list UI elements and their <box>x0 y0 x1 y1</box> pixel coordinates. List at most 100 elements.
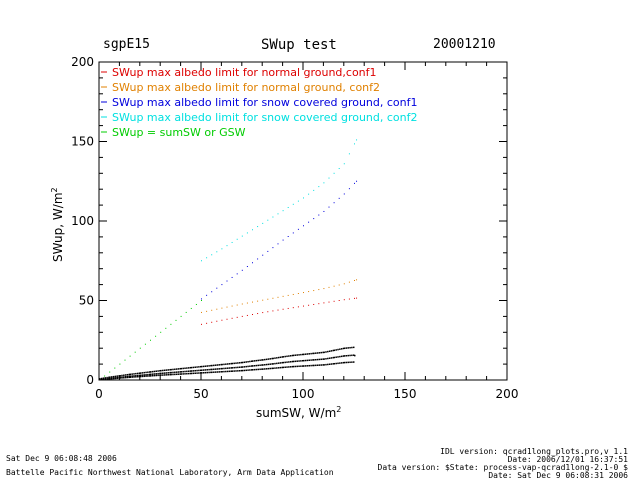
data-point <box>262 359 264 361</box>
data-point <box>338 168 340 170</box>
data-point <box>206 257 208 259</box>
data-point <box>230 367 233 369</box>
data-point <box>214 364 217 366</box>
data-point <box>255 359 258 362</box>
data-point <box>282 295 284 297</box>
data-point <box>288 361 290 363</box>
x-axis-label-text: sumSW, W/m <box>256 406 336 420</box>
data-point <box>259 359 261 361</box>
data-point <box>195 303 197 305</box>
x-axis-label-sup: 2 <box>336 405 341 414</box>
data-point <box>348 281 350 283</box>
data-point <box>271 363 273 365</box>
data-point <box>318 289 320 291</box>
data-point <box>159 372 161 375</box>
data-point <box>277 309 279 311</box>
data-point <box>267 250 269 252</box>
data-point <box>250 365 253 367</box>
data-point <box>167 374 170 376</box>
data-point <box>328 177 330 179</box>
data-point <box>298 360 300 362</box>
data-point <box>187 372 190 375</box>
chart-title: SWup test <box>261 37 337 53</box>
data-point <box>128 375 131 378</box>
data-point <box>190 372 193 375</box>
data-point <box>262 222 264 224</box>
data-point <box>124 374 127 376</box>
data-point <box>114 367 116 369</box>
data-point <box>272 247 274 249</box>
data-point <box>247 365 249 368</box>
data-point <box>208 371 210 374</box>
data-point <box>169 373 171 376</box>
data-point <box>106 376 108 379</box>
data-point <box>135 374 137 377</box>
data-point <box>281 356 284 358</box>
data-point <box>139 375 142 378</box>
data-point <box>301 359 304 362</box>
data-point <box>318 303 320 305</box>
data-point <box>216 368 219 370</box>
series-swup-max-albedo-limit-for-normal-ground-conf2 <box>201 279 358 313</box>
data-point <box>247 360 249 363</box>
data-point <box>162 369 164 372</box>
series-black <box>99 346 356 381</box>
data-point <box>211 309 213 311</box>
data-point <box>297 200 299 202</box>
data-point <box>356 297 358 299</box>
data-point <box>354 143 355 145</box>
data-point <box>170 371 172 374</box>
data-point <box>131 375 133 377</box>
data-point <box>108 376 110 379</box>
data-point <box>338 197 340 199</box>
data-point <box>237 366 239 369</box>
data-point <box>148 373 151 376</box>
data-point <box>306 365 309 367</box>
data-point <box>112 377 115 379</box>
data-point <box>114 377 117 379</box>
data-point <box>333 202 335 204</box>
data-point <box>157 372 159 375</box>
data-point <box>151 374 154 377</box>
data-point <box>201 298 202 300</box>
data-point <box>231 276 233 278</box>
y-tick-label: 50 <box>79 294 94 308</box>
data-point <box>297 293 299 295</box>
data-point <box>312 364 314 367</box>
data-point <box>347 347 349 349</box>
data-point <box>223 367 225 370</box>
data-point <box>286 366 288 368</box>
data-point <box>225 367 227 370</box>
data-point <box>153 373 156 375</box>
data-point <box>328 286 330 288</box>
data-point <box>213 371 215 373</box>
data-point <box>296 365 298 368</box>
data-point <box>199 369 202 372</box>
data-point <box>138 372 141 374</box>
data-point <box>135 376 137 378</box>
data-point <box>214 371 217 373</box>
data-point <box>204 369 207 371</box>
data-point <box>262 368 264 370</box>
data-point <box>139 372 142 374</box>
data-point <box>109 376 111 378</box>
data-point <box>300 360 302 362</box>
data-point <box>226 318 228 320</box>
data-point <box>147 373 149 376</box>
data-point <box>356 279 358 281</box>
data-point <box>179 371 182 373</box>
data-point <box>186 372 188 375</box>
data-point <box>99 378 101 380</box>
data-point <box>245 365 247 368</box>
data-point <box>343 283 345 285</box>
data-point <box>303 197 304 199</box>
data-point <box>300 353 302 356</box>
data-point <box>333 285 335 287</box>
data-point <box>325 363 327 366</box>
data-point <box>143 375 145 378</box>
data-point <box>119 376 121 379</box>
data-point <box>347 354 349 357</box>
data-point <box>342 355 345 357</box>
data-point <box>343 193 345 195</box>
data-point <box>201 365 203 368</box>
